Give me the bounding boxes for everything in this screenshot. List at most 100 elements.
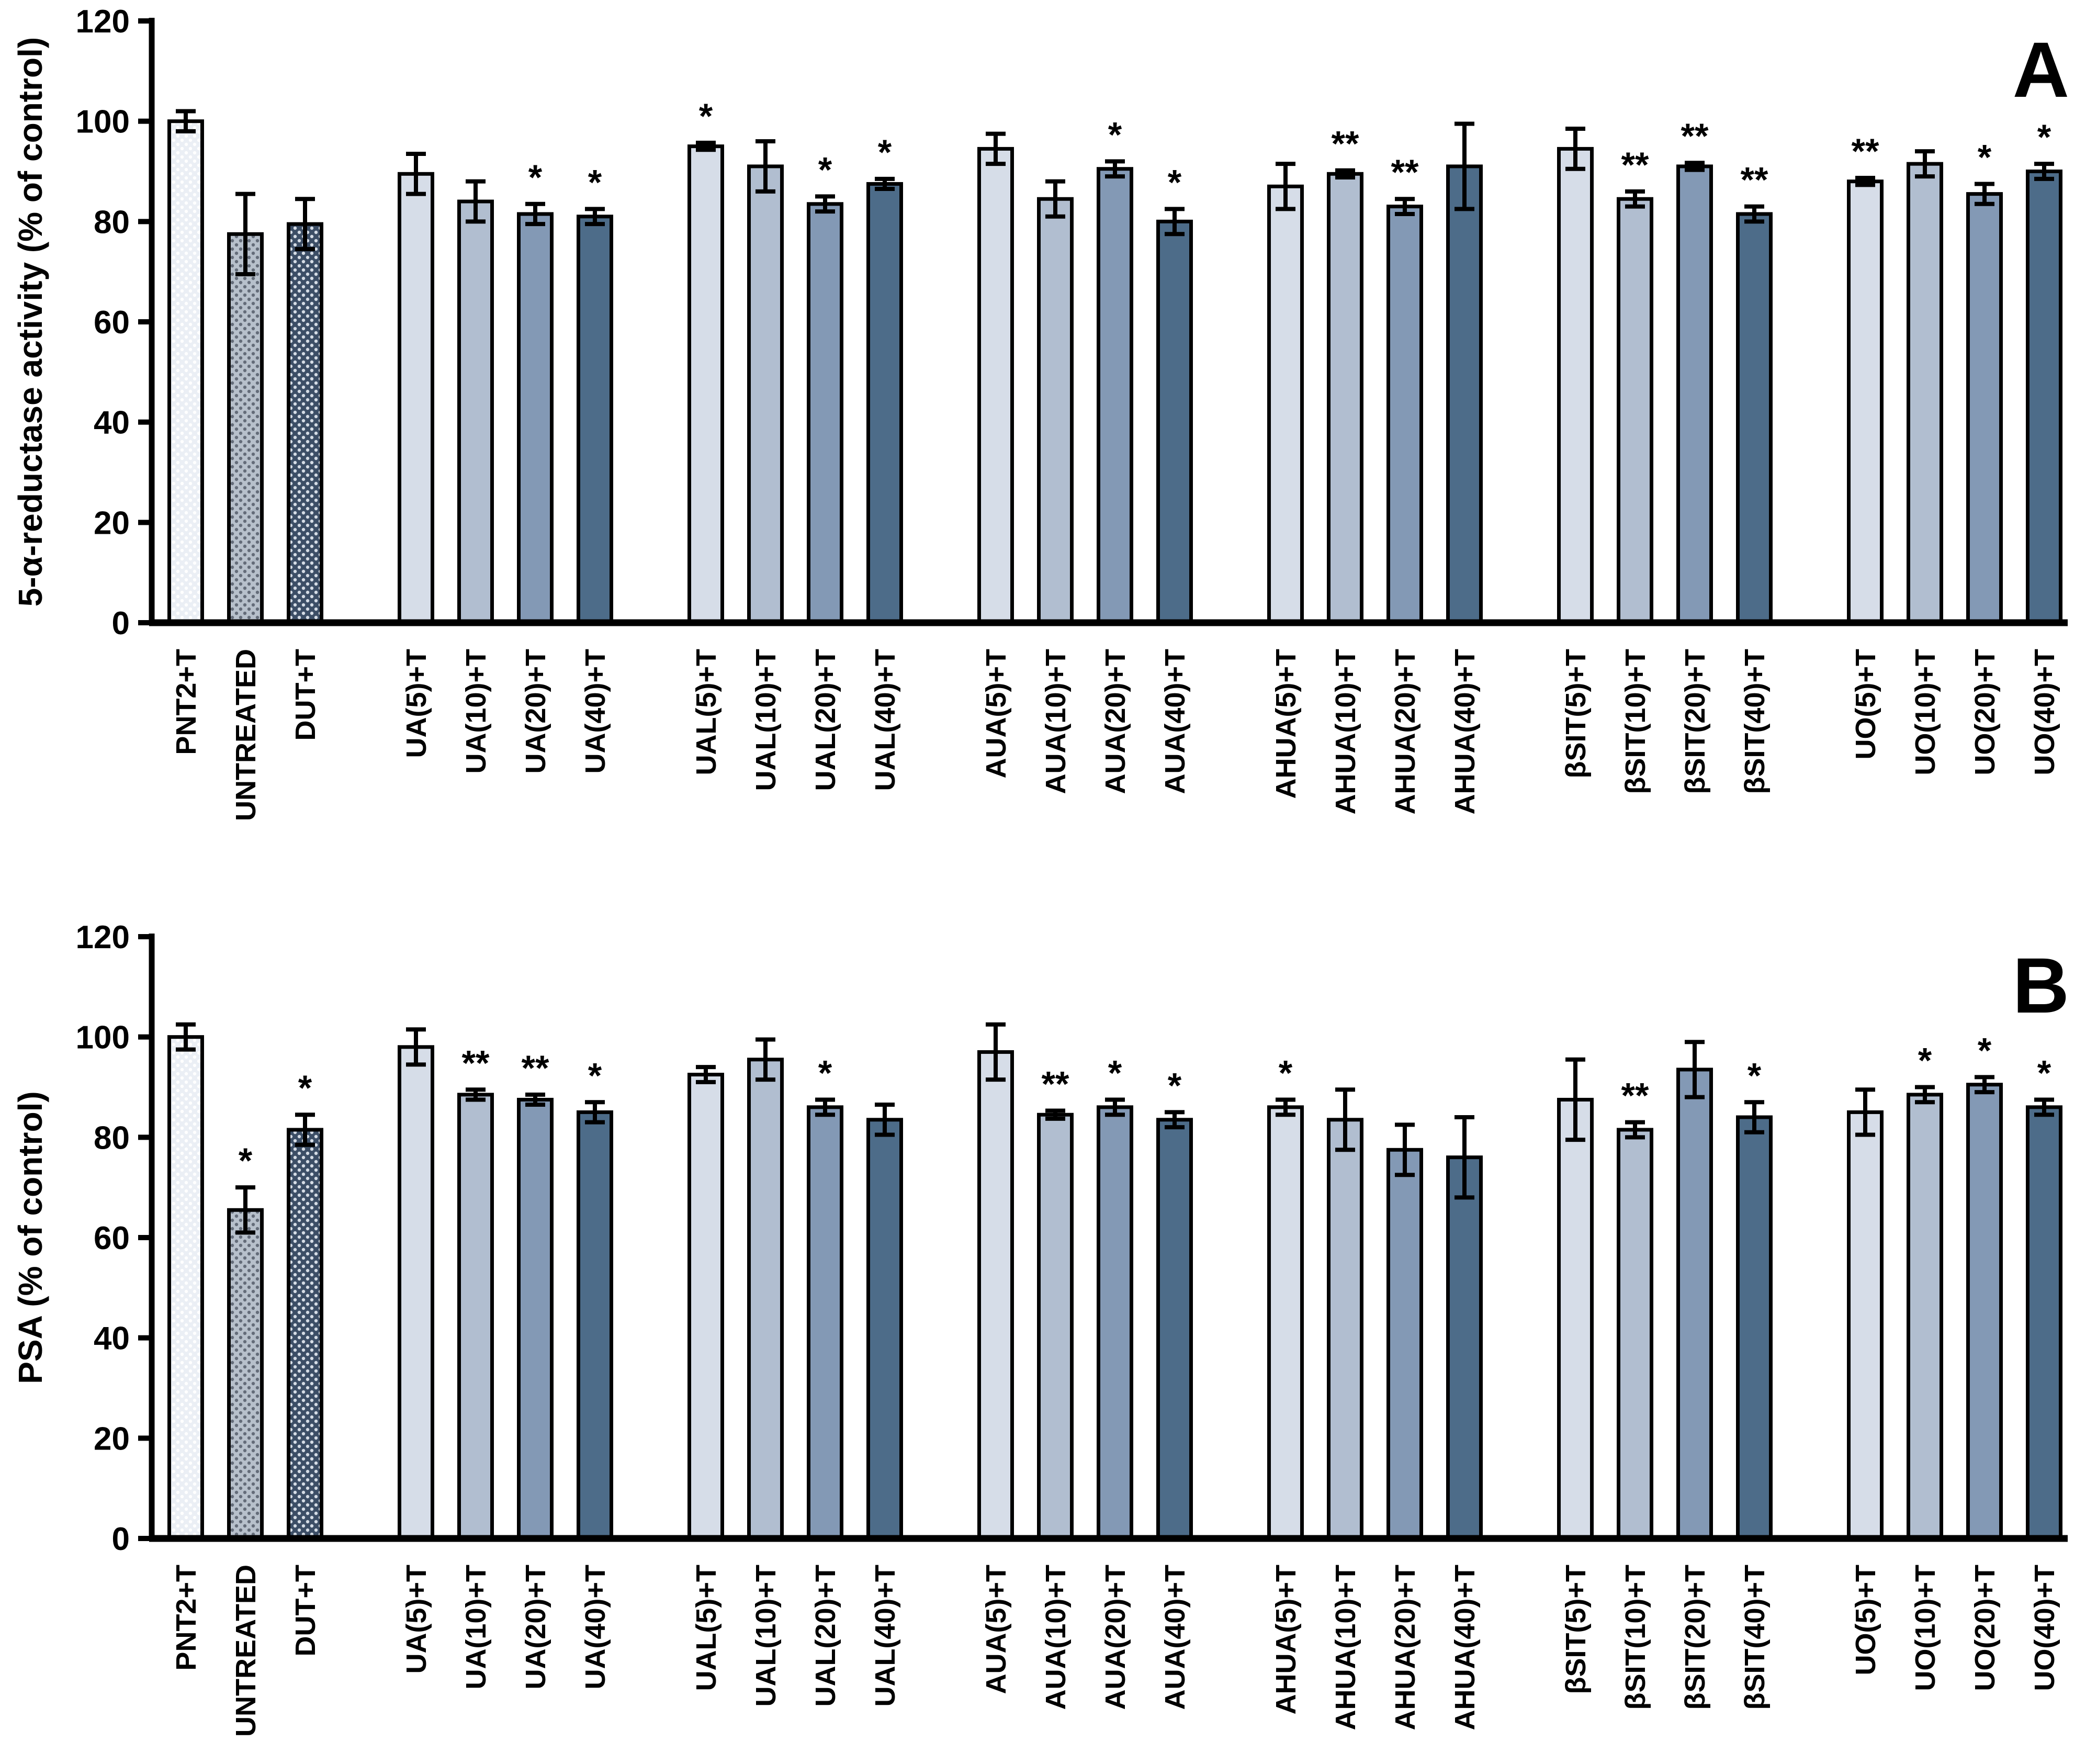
y-tick-label: 80 bbox=[94, 204, 130, 240]
significance-marker: ** bbox=[462, 1043, 490, 1083]
bar-AUA(40)+T bbox=[1156, 219, 1193, 625]
category-label: AHUA(40)+T bbox=[1449, 1565, 1481, 1731]
bar-βSIT(20)+T bbox=[1676, 1068, 1713, 1541]
bar-UA(40)+T bbox=[577, 215, 613, 625]
bar-AHUA(5)+T bbox=[1267, 1105, 1304, 1541]
significance-marker: * bbox=[699, 96, 713, 136]
significance-marker: ** bbox=[1741, 160, 1768, 200]
y-tick-label: 20 bbox=[94, 505, 130, 541]
significance-marker: * bbox=[1108, 115, 1122, 154]
category-label: AUA(5)+T bbox=[980, 1565, 1012, 1694]
bar-UA(10)+T bbox=[457, 1093, 494, 1541]
category-label: UA(10)+T bbox=[460, 1565, 492, 1690]
bar-UAL(20)+T bbox=[807, 202, 843, 625]
significance-marker: * bbox=[588, 1055, 602, 1095]
significance-marker: * bbox=[2037, 117, 2051, 157]
y-axis-title: 5-α-reductase activity (% of control) bbox=[12, 37, 49, 606]
bar-UA(10)+T bbox=[457, 199, 494, 625]
category-label: AUA(40)+T bbox=[1159, 1565, 1191, 1710]
category-label: UA(40)+T bbox=[580, 1565, 611, 1690]
y-tick-label: 60 bbox=[94, 305, 130, 341]
bar-βSIT(40)+T bbox=[1736, 212, 1773, 625]
significance-marker: * bbox=[1978, 137, 1992, 177]
significance-marker: * bbox=[2037, 1053, 2051, 1093]
significance-marker: * bbox=[878, 132, 892, 172]
y-tick-label: 40 bbox=[94, 1321, 130, 1357]
category-label: AHUA(20)+T bbox=[1390, 1565, 1421, 1731]
category-label: UNTREATED bbox=[230, 649, 262, 821]
bar-UA(20)+T bbox=[517, 1097, 554, 1541]
category-label: AUA(20)+T bbox=[1100, 649, 1131, 794]
bar-UO(40)+T bbox=[2026, 170, 2062, 625]
bar-UAL(40)+T bbox=[866, 182, 903, 625]
significance-marker: ** bbox=[1332, 124, 1359, 164]
bar-UO(20)+T bbox=[1966, 192, 2003, 625]
bar-βSIT(5)+T bbox=[1557, 147, 1594, 625]
category-label: PNT2+T bbox=[171, 1565, 202, 1671]
panel-letter-A: A bbox=[2013, 26, 2069, 114]
bar-UNTREATED bbox=[227, 1208, 264, 1541]
bar-UO(20)+T bbox=[1966, 1083, 2003, 1541]
bar-UNTREATED bbox=[227, 232, 264, 625]
category-label: UO(40)+T bbox=[2029, 1565, 2060, 1691]
category-label: DUT+T bbox=[290, 649, 321, 741]
bar-βSIT(40)+T bbox=[1736, 1115, 1773, 1541]
bar-AUA(20)+T bbox=[1097, 167, 1133, 625]
category-label: UO(20)+T bbox=[1969, 649, 2001, 776]
category-label: βSIT(5)+T bbox=[1560, 1565, 1592, 1694]
category-label: AUA(40)+T bbox=[1159, 649, 1191, 794]
bar-AHUA(10)+T bbox=[1327, 172, 1363, 625]
bar-βSIT(5)+T bbox=[1557, 1097, 1594, 1541]
bar-UO(5)+T bbox=[1847, 179, 1884, 625]
bar-AUA(5)+T bbox=[977, 1050, 1014, 1541]
category-label: AUA(10)+T bbox=[1040, 1565, 1072, 1710]
category-label: UO(20)+T bbox=[1969, 1565, 2001, 1691]
category-label: AUA(5)+T bbox=[980, 649, 1012, 779]
category-label: UO(10)+T bbox=[1910, 1565, 1941, 1691]
bar-AHUA(10)+T bbox=[1327, 1118, 1363, 1541]
significance-marker: * bbox=[1168, 162, 1182, 202]
bar-AUA(5)+T bbox=[977, 147, 1014, 625]
category-label: βSIT(10)+T bbox=[1620, 1565, 1651, 1710]
category-label: PNT2+T bbox=[171, 649, 202, 755]
significance-marker: * bbox=[818, 150, 832, 189]
panel-b: 0 20 40 60 80 100 120 PSA (% of control) PNT2+T *… bbox=[12, 919, 2069, 1737]
significance-marker: ** bbox=[1852, 131, 1879, 171]
category-label: βSIT(40)+T bbox=[1739, 649, 1771, 794]
bar-DUT+T bbox=[287, 1128, 323, 1541]
y-tick-label: 100 bbox=[76, 1020, 130, 1056]
significance-marker: * bbox=[1168, 1065, 1182, 1105]
y-tick-label: 40 bbox=[94, 405, 130, 441]
bar-AHUA(40)+T bbox=[1446, 164, 1483, 625]
significance-marker: * bbox=[1108, 1053, 1122, 1093]
category-label: UAL(5)+T bbox=[691, 1565, 722, 1691]
bar-PNT2+T bbox=[167, 119, 204, 625]
significance-marker: ** bbox=[522, 1048, 549, 1088]
significance-marker: ** bbox=[1681, 116, 1709, 156]
bar-AUA(20)+T bbox=[1097, 1105, 1133, 1541]
bar-βSIT(10)+T bbox=[1617, 197, 1653, 625]
category-label: AHUA(5)+T bbox=[1270, 649, 1302, 799]
y-tick-label: 120 bbox=[76, 919, 130, 956]
category-label: AUA(10)+T bbox=[1040, 649, 1072, 794]
bar-AHUA(20)+T bbox=[1386, 1148, 1423, 1541]
panel-a: 0 20 40 60 80 100 120 5-α-reductase activity (%… bbox=[12, 4, 2069, 821]
bar-AHUA(20)+T bbox=[1386, 205, 1423, 625]
category-label: UAL(10)+T bbox=[750, 1565, 782, 1707]
y-tick-label: 60 bbox=[94, 1220, 130, 1256]
category-label: UNTREATED bbox=[230, 1565, 262, 1737]
bar-UO(10)+T bbox=[1907, 1093, 1943, 1541]
panel-letter-B: B bbox=[2013, 941, 2069, 1029]
category-label: UA(20)+T bbox=[520, 649, 551, 774]
bar-UAL(20)+T bbox=[807, 1105, 843, 1541]
bar-AUA(10)+T bbox=[1037, 1113, 1074, 1541]
significance-marker: ** bbox=[1042, 1064, 1069, 1104]
category-label: UA(20)+T bbox=[520, 1565, 551, 1690]
category-label: UO(10)+T bbox=[1910, 649, 1941, 776]
category-label: UO(40)+T bbox=[2029, 649, 2060, 776]
category-label: UAL(40)+T bbox=[870, 649, 901, 791]
significance-marker: ** bbox=[1391, 152, 1419, 192]
significance-marker: ** bbox=[1621, 145, 1649, 185]
bar-UAL(10)+T bbox=[747, 1058, 784, 1541]
